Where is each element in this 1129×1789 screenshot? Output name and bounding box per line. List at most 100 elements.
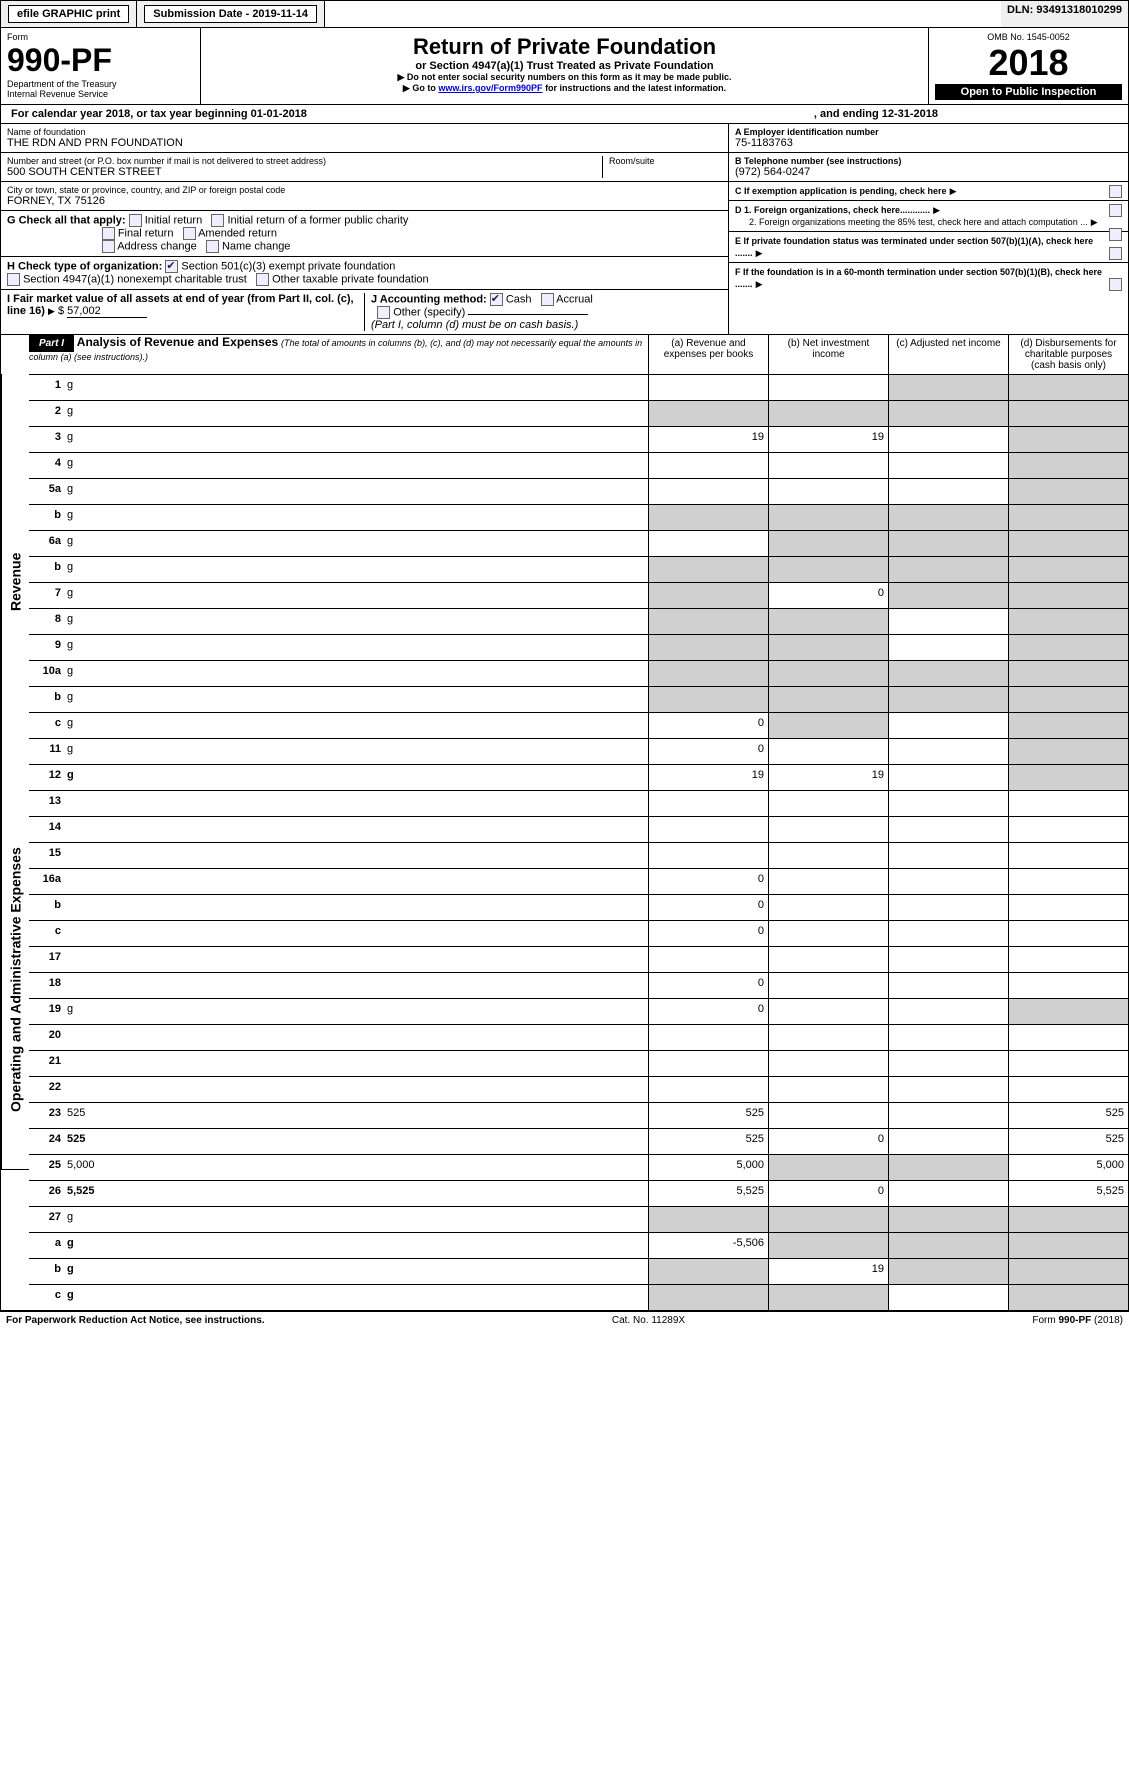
cell-a: 0 (648, 973, 768, 998)
table-row: bg (29, 686, 1128, 712)
cash-cb[interactable] (490, 293, 503, 306)
cell-d (1008, 739, 1128, 764)
row-num: 25 (29, 1155, 67, 1180)
row-desc (67, 1025, 648, 1050)
revenue-label: Revenue (1, 374, 29, 790)
table-row: 7g0 (29, 582, 1128, 608)
street: 500 SOUTH CENTER STREET (7, 166, 602, 178)
cell-d (1008, 713, 1128, 738)
table-row: 180 (29, 972, 1128, 998)
row-desc: g (67, 531, 648, 556)
year-begin: For calendar year 2018, or tax year begi… (11, 108, 307, 120)
row-num: 24 (29, 1129, 67, 1154)
row-desc: g (67, 635, 648, 660)
cell-d: 5,000 (1008, 1155, 1128, 1180)
row-num: 23 (29, 1103, 67, 1128)
cell-a (648, 531, 768, 556)
cell-a: 525 (648, 1129, 768, 1154)
instructions-link[interactable]: www.irs.gov/Form990PF (438, 83, 542, 93)
table-row: 255,0005,0005,000 (29, 1154, 1128, 1180)
table-row: 21 (29, 1050, 1128, 1076)
table-row: 4g (29, 452, 1128, 478)
row-desc (67, 843, 648, 868)
j-note: (Part I, column (d) must be on cash basi… (371, 319, 578, 331)
row-desc: g (67, 713, 648, 738)
row-num: 5a (29, 479, 67, 504)
cell-c (888, 1129, 1008, 1154)
g-opt2: Final return (118, 227, 174, 239)
row-desc: g (67, 1207, 648, 1232)
cell-a: 19 (648, 427, 768, 452)
cell-a (648, 635, 768, 660)
accrual-cb[interactable] (541, 293, 554, 306)
addr-label: Number and street (or P.O. box number if… (7, 156, 602, 166)
501c3-cb[interactable] (165, 260, 178, 273)
cell-c (888, 453, 1008, 478)
other-method-cb[interactable] (377, 306, 390, 319)
row-num: b (29, 557, 67, 582)
year-end: , and ending 12-31-2018 (814, 108, 938, 120)
name-change-cb[interactable] (206, 240, 219, 253)
arrow-icon (1091, 216, 1098, 228)
c-cb[interactable] (1109, 185, 1122, 198)
row-num: b (29, 1259, 67, 1284)
row-desc (67, 895, 648, 920)
arrow-icon (403, 83, 410, 94)
cell-a (648, 1025, 768, 1050)
cell-c (888, 1207, 1008, 1232)
cell-a (648, 1259, 768, 1284)
cell-a: 5,525 (648, 1181, 768, 1206)
row-desc (67, 817, 648, 842)
cell-c (888, 1233, 1008, 1258)
other-taxable-cb[interactable] (256, 273, 269, 286)
d2-cb[interactable] (1109, 228, 1122, 241)
city-label: City or town, state or province, country… (7, 185, 722, 195)
initial-former-cb[interactable] (211, 214, 224, 227)
cell-d (1008, 557, 1128, 582)
note1: Do not enter social security numbers on … (407, 72, 732, 82)
final-return-cb[interactable] (102, 227, 115, 240)
address-change-cb[interactable] (102, 240, 115, 253)
table-row: cg0 (29, 712, 1128, 738)
row-desc: 525 (67, 1103, 648, 1128)
d1-cb[interactable] (1109, 204, 1122, 217)
row-num: c (29, 921, 67, 946)
table-row: 245255250525 (29, 1128, 1128, 1154)
cell-b (768, 505, 888, 530)
i-label: I Fair market value of all assets at end… (7, 293, 354, 317)
cell-b (768, 895, 888, 920)
cell-d (1008, 531, 1128, 556)
cell-d (1008, 1285, 1128, 1310)
row-desc (67, 791, 648, 816)
cell-c (888, 765, 1008, 790)
e-cb[interactable] (1109, 247, 1122, 260)
cell-a: 0 (648, 895, 768, 920)
cell-d (1008, 921, 1128, 946)
cell-a (648, 1077, 768, 1102)
amended-cb[interactable] (183, 227, 196, 240)
cell-b (768, 609, 888, 634)
table-row: bg (29, 504, 1128, 530)
row-num: 9 (29, 635, 67, 660)
cell-c (888, 817, 1008, 842)
4947-cb[interactable] (7, 273, 20, 286)
other-input[interactable] (468, 314, 588, 315)
row-num: c (29, 713, 67, 738)
f-cb[interactable] (1109, 278, 1122, 291)
cell-b (768, 401, 888, 426)
cell-c (888, 999, 1008, 1024)
cell-a (648, 687, 768, 712)
cell-a (648, 583, 768, 608)
cell-a: 0 (648, 869, 768, 894)
row-num: 21 (29, 1051, 67, 1076)
submission-btn[interactable]: Submission Date - 2019-11-14 (144, 5, 317, 23)
footer: For Paperwork Reduction Act Notice, see … (0, 1311, 1129, 1329)
cell-d (1008, 635, 1128, 660)
row-num: 2 (29, 401, 67, 426)
cell-c (888, 1155, 1008, 1180)
c-label: C If exemption application is pending, c… (735, 186, 947, 196)
efile-btn[interactable]: efile GRAPHIC print (8, 5, 129, 23)
table-row: 8g (29, 608, 1128, 634)
initial-return-cb[interactable] (129, 214, 142, 227)
ein: 75-1183763 (735, 137, 1122, 149)
